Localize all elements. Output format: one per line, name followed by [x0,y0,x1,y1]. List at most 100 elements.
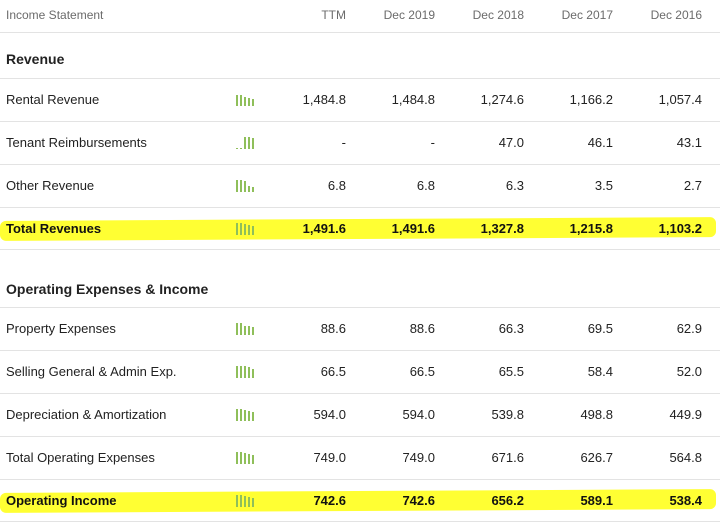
sparkline-bar [236,148,238,149]
row-label: Rental Revenue [6,92,100,107]
table-row: Total Operating Expenses 749.0 749.0 671… [0,437,720,479]
cell-value: 6.8 [416,178,435,193]
row-label: Total Operating Expenses [6,450,155,465]
column-header-dec-2016[interactable]: Dec 2016 [650,8,702,22]
divider [0,393,720,394]
cell-value: 1,103.2 [658,221,702,236]
sparkline-bar [244,137,246,149]
table-row: Tenant Reimbursements - - 47.0 46.1 43.1 [0,122,720,164]
cell-value: 43.1 [676,135,702,150]
cell-value: 742.6 [402,493,435,508]
column-header-dec-2018[interactable]: Dec 2018 [472,8,524,22]
sparkline-bar [236,323,238,335]
sparkline-bar [236,223,238,235]
sparkline-bar [244,181,246,192]
sparkline-icon[interactable] [236,409,256,421]
sparkline-bar [252,226,254,235]
sparkline-bar [236,95,238,106]
sparkline-bar [252,412,254,421]
sparkline-bar [240,223,242,235]
row-label: Total Revenues [6,221,102,236]
cell-value: 58.4 [587,364,613,379]
table-row: Rental Revenue 1,484.8 1,484.8 1,274.6 1… [0,79,720,121]
sparkline-icon[interactable] [236,323,256,335]
table-header: Income Statement TTM Dec 2019 Dec 2018 D… [0,0,720,33]
cell-value: 1,057.4 [658,92,702,107]
sparkline-bar [252,498,254,507]
divider [0,350,720,351]
cell-value: 594.0 [313,407,346,422]
sparkline-bar [248,225,250,235]
sparkline-bar [236,180,238,192]
cell-value: 65.5 [498,364,524,379]
cell-value: - [430,135,435,150]
table-row: Selling General & Admin Exp. 66.5 66.5 6… [0,351,720,393]
sparkline-bar [240,409,242,421]
table-row-total-revenues: Total Revenues 1,491.6 1,491.6 1,327.8 1… [0,208,720,250]
sparkline-bar [240,95,242,106]
cell-value: - [341,135,346,150]
cell-value: 1,491.6 [391,221,435,236]
section-title: Revenue [6,51,65,67]
cell-value: 1,215.8 [569,221,613,236]
divider [0,436,720,437]
sparkline-bar [244,97,246,106]
section-title: Operating Expenses & Income [6,281,209,297]
sparkline-bar [240,495,242,507]
sparkline-icon[interactable] [236,495,256,507]
sparkline-icon[interactable] [236,180,256,192]
cell-value: 1,274.6 [480,92,524,107]
divider [0,164,720,165]
cell-value: 498.8 [580,407,613,422]
row-label: Selling General & Admin Exp. [6,364,177,379]
cell-value: 62.9 [676,321,702,336]
table-row-operating-income: Operating Income 742.6 742.6 656.2 589.1… [0,480,720,522]
cell-value: 52.0 [676,364,702,379]
sparkline-bar [248,137,250,149]
column-header-ttm[interactable]: TTM [321,8,346,22]
sparkline-bar [244,224,246,235]
sparkline-bar [236,409,238,421]
sparkline-bar [236,452,238,464]
column-header-dec-2017[interactable]: Dec 2017 [561,8,613,22]
sparkline-icon[interactable] [236,452,256,464]
cell-value: 3.5 [594,178,613,193]
sparkline-bar [252,187,254,192]
cell-value: 1,484.8 [302,92,346,107]
cell-value: 6.3 [505,178,524,193]
cell-value: 66.3 [498,321,524,336]
sparkline-bar [240,452,242,464]
cell-value: 1,491.6 [302,221,346,236]
divider [0,78,720,79]
sparkline-bar [236,366,238,378]
sparkline-icon[interactable] [236,137,256,149]
row-label: Depreciation & Amortization [6,407,167,422]
divider [0,249,720,250]
sparkline-bar [248,411,250,421]
cell-value: 539.8 [491,407,524,422]
sparkline-icon[interactable] [236,366,256,378]
cell-value: 749.0 [313,450,346,465]
column-header-dec-2019[interactable]: Dec 2019 [383,8,435,22]
sparkline-bar [240,180,242,192]
row-label: Other Revenue [6,178,95,193]
row-label: Property Expenses [6,321,116,336]
sparkline-icon[interactable] [236,94,256,106]
statement-title: Income Statement [6,8,104,22]
cell-value: 1,327.8 [480,221,524,236]
cell-value: 742.6 [313,493,346,508]
sparkline-bar [240,148,242,149]
sparkline-bar [244,453,246,464]
cell-value: 88.6 [320,321,346,336]
sparkline-icon[interactable] [236,223,256,235]
cell-value: 47.0 [498,135,524,150]
cell-value: 749.0 [402,450,435,465]
cell-value: 564.8 [669,450,702,465]
cell-value: 66.5 [320,364,346,379]
cell-value: 626.7 [580,450,613,465]
section-revenue: Revenue [0,41,720,77]
table-row: Property Expenses 88.6 88.6 66.3 69.5 62… [0,308,720,350]
sparkline-bar [248,326,250,335]
divider [0,521,720,522]
cell-value: 671.6 [491,450,524,465]
